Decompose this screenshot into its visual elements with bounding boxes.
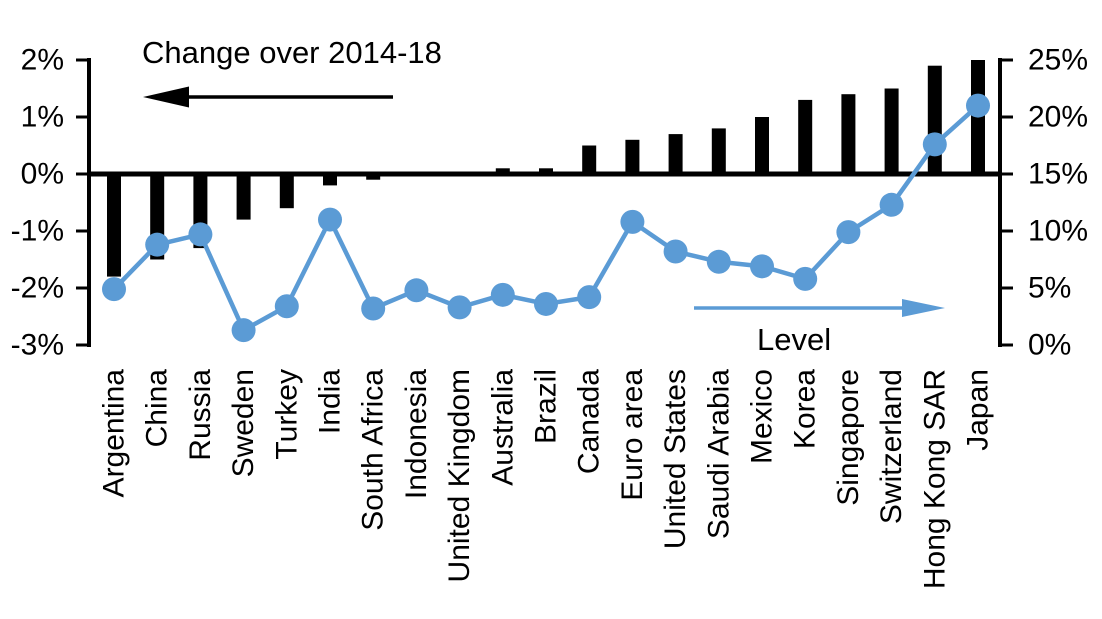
bar-canada: [582, 145, 597, 174]
bar-turkey: [279, 174, 294, 209]
right-axis-tick-label: 10%: [1028, 215, 1088, 248]
x-label-sweden: Sweden: [227, 369, 260, 477]
level-marker-sweden: [231, 318, 256, 343]
x-label-indonesia: Indonesia: [400, 369, 433, 499]
x-label-turkey: Turkey: [270, 369, 303, 460]
x-label-united-kingdom: United Kingdom: [443, 369, 476, 582]
bar-australia: [495, 168, 510, 174]
level-marker-south-africa: [361, 296, 386, 321]
level-marker-hong-kong-sar: [922, 132, 947, 157]
x-label-switzerland: Switzerland: [875, 369, 908, 524]
x-label-euro-area: Euro area: [616, 369, 649, 501]
bar-hong-kong-sar: [927, 65, 942, 174]
level-marker-united-states: [663, 239, 688, 264]
right-axis-tick-label: 20%: [1028, 101, 1088, 134]
x-label-argentina: Argentina: [98, 369, 131, 498]
change-arrow-left-icon: [143, 86, 189, 108]
level-series-label: Level: [757, 322, 831, 357]
bar-brazil: [539, 168, 553, 174]
level-marker-mexico: [750, 254, 774, 279]
bar-saudi-arabia: [711, 128, 726, 174]
x-label-china: China: [141, 369, 174, 448]
bar-united-states: [668, 134, 683, 174]
x-label-korea: Korea: [789, 369, 822, 449]
bar-india: [323, 174, 337, 186]
x-label-australia: Australia: [486, 369, 519, 486]
level-marker-saudi-arabia: [706, 249, 731, 274]
left-axis-tick-label: -2%: [11, 272, 64, 305]
x-label-canada: Canada: [573, 369, 606, 474]
level-marker-australia: [490, 282, 515, 307]
x-label-saudi-arabia: Saudi Arabia: [702, 369, 735, 539]
bar-south-africa: [366, 174, 381, 180]
level-marker-singapore: [836, 220, 861, 245]
bar-euro-area: [625, 139, 640, 174]
x-label-hong-kong-sar: Hong Kong SAR: [918, 369, 951, 589]
level-arrow-right-icon: [902, 299, 945, 317]
x-label-south-africa: South Africa: [357, 369, 390, 531]
x-label-singapore: Singapore: [832, 369, 865, 506]
x-label-united-states: United States: [659, 369, 692, 549]
x-label-japan: Japan: [962, 369, 995, 451]
x-label-russia: Russia: [184, 369, 217, 461]
left-axis-tick-label: -3%: [11, 329, 64, 362]
level-marker-argentina: [102, 277, 126, 302]
level-marker-euro-area: [620, 209, 645, 234]
bar-singapore: [841, 94, 856, 174]
left-axis-tick-label: -1%: [11, 215, 64, 248]
x-label-mexico: Mexico: [746, 369, 779, 464]
bar-mexico: [755, 117, 769, 174]
level-marker-indonesia: [404, 278, 429, 303]
right-axis-tick-label: 25%: [1028, 44, 1088, 77]
level-marker-india: [318, 207, 342, 232]
level-marker-turkey: [274, 294, 299, 319]
level-marker-canada: [577, 285, 602, 310]
level-marker-switzerland: [879, 192, 904, 217]
x-label-brazil: Brazil: [530, 369, 563, 444]
x-label-india: India: [314, 369, 347, 434]
change-series-label: Change over 2014-18: [142, 35, 442, 70]
level-marker-brazil: [534, 291, 558, 316]
bar-argentina: [107, 174, 121, 277]
left-axis-tick-label: 0%: [21, 158, 64, 191]
bar-switzerland: [884, 88, 899, 174]
right-axis-tick-label: 15%: [1028, 158, 1088, 191]
left-axis-tick-label: 2%: [21, 44, 64, 77]
right-axis-tick-label: 5%: [1028, 272, 1071, 305]
bar-korea: [798, 99, 813, 174]
level-marker-russia: [188, 222, 213, 247]
right-axis-tick-label: 0%: [1028, 329, 1071, 362]
bar-sweden: [236, 174, 251, 220]
level-marker-china: [145, 232, 170, 257]
level-marker-united-kingdom: [447, 295, 472, 320]
left-axis-tick-label: 1%: [21, 101, 64, 134]
level-marker-korea: [793, 266, 818, 291]
level-marker-japan: [966, 93, 990, 118]
